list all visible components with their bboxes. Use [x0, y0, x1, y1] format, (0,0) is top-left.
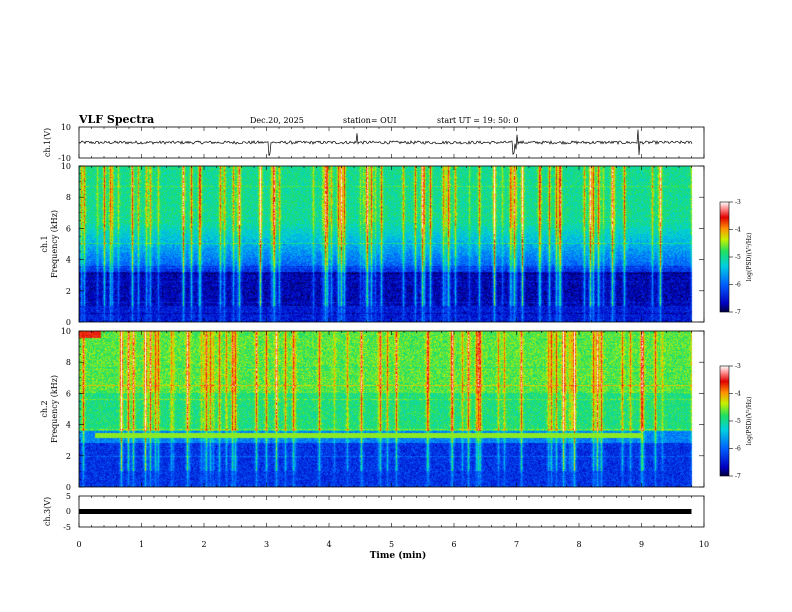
ch1-waveform-trace: [78, 129, 693, 157]
x-tick-label: 1: [139, 540, 144, 549]
ch2-colorbar-label: log(PSD)(V²/Hz): [746, 397, 753, 446]
ch2-colorbar: -3 -4 -5 -6 -7 log(PSD)(V²/Hz): [719, 363, 753, 480]
ch3-waveform-panel: 5 0 -5 ch.3(V): [43, 492, 705, 532]
freq-tick-label: 8: [66, 193, 71, 202]
colorbar-tick-label: -4: [735, 391, 741, 398]
ch3-ytick-label: 0: [66, 507, 71, 516]
freq-tick-label: 8: [66, 358, 71, 367]
colorbar-tick-label: -3: [735, 199, 741, 206]
x-tick-label: 9: [639, 540, 644, 549]
ch1-ytick-label: -10: [58, 154, 71, 163]
ch1-y-axis-label: ch.1(V): [43, 128, 52, 157]
ch1-colorbar: -3 -4 -5 -6 -7 log(PSD)(V²/Hz): [719, 199, 753, 316]
freq-tick-label: 10: [61, 327, 71, 336]
freq-tick-label: 2: [66, 287, 71, 296]
freq-tick-label: 0: [66, 483, 71, 492]
colorbar-tick-label: -4: [735, 227, 741, 234]
x-tick-label: 7: [514, 540, 519, 549]
ch2-freq-axis-label-channel: ch.2: [40, 400, 49, 417]
ch2-freq-axis-label: Frequency (kHz): [50, 375, 59, 443]
ch1-waveform-frame: [78, 126, 705, 159]
ch1-freq-axis-label: Frequency (kHz): [50, 210, 59, 278]
figure-title: VLF Spectra: [78, 113, 154, 126]
x-axis-tick-labels: 0 1 2 3 4 5 6 7 8 9 10: [76, 540, 709, 549]
ch3-waveform-trace: [79, 509, 692, 514]
ch2-colorbar-scale: [719, 365, 730, 477]
freq-tick-label: 10: [61, 162, 71, 171]
x-tick-label: 10: [699, 540, 709, 549]
ch1-spectrogram-panel: 0 2 4 6 8 10 ch.1 Frequency (kHz): [40, 162, 705, 327]
ch1-colorbar-label: log(PSD)(V²/Hz): [746, 233, 753, 282]
ch1-spectrogram-image: [79, 166, 704, 322]
freq-tick-label: 4: [66, 421, 71, 430]
freq-tick-label: 2: [66, 452, 71, 461]
colorbar-tick-label: -7: [735, 309, 741, 316]
ch3-y-axis-label: ch.3(V): [43, 497, 52, 526]
freq-tick-label: 0: [66, 318, 71, 327]
ch1-waveform-panel: 10 -10 ch.1(V): [43, 123, 705, 163]
x-tick-label: 3: [264, 540, 269, 549]
freq-tick-label: 6: [66, 224, 71, 233]
freq-tick-label: 6: [66, 389, 71, 398]
colorbar-tick-label: -6: [735, 446, 741, 453]
x-axis-label: Time (min): [370, 550, 427, 561]
ch1-freq-axis-label-channel: ch.1: [40, 235, 49, 252]
freq-tick-label: 4: [66, 256, 71, 265]
colorbar-tick-label: -6: [735, 282, 741, 289]
x-tick-label: 4: [326, 540, 331, 549]
colorbar-tick-label: -5: [735, 418, 741, 425]
x-tick-label: 8: [576, 540, 581, 549]
ch2-spectrogram-image: [79, 331, 704, 487]
x-tick-label: 0: [76, 540, 81, 549]
x-tick-label: 6: [451, 540, 456, 549]
ch3-ytick-label: -5: [63, 523, 71, 532]
colorbar-tick-label: -7: [735, 473, 741, 480]
ch1-colorbar-scale: [719, 201, 730, 313]
x-axis-ticks: [78, 127, 705, 527]
ch1-ytick-label: 10: [61, 123, 71, 132]
date-label: Dec.20, 2025: [250, 116, 304, 125]
ch3-ytick-label: 5: [66, 492, 71, 501]
colorbar-tick-label: -5: [735, 254, 741, 261]
station-label: station= OUI: [343, 116, 397, 125]
x-tick-label: 5: [389, 540, 394, 549]
x-tick-label: 2: [201, 540, 206, 549]
colorbar-tick-label: -3: [735, 363, 741, 370]
ch2-spectrogram-panel: 0 2 4 6 8 10 ch.2 Frequency (kHz): [40, 327, 705, 492]
start-time-label: start UT = 19: 50: 0: [437, 116, 518, 125]
